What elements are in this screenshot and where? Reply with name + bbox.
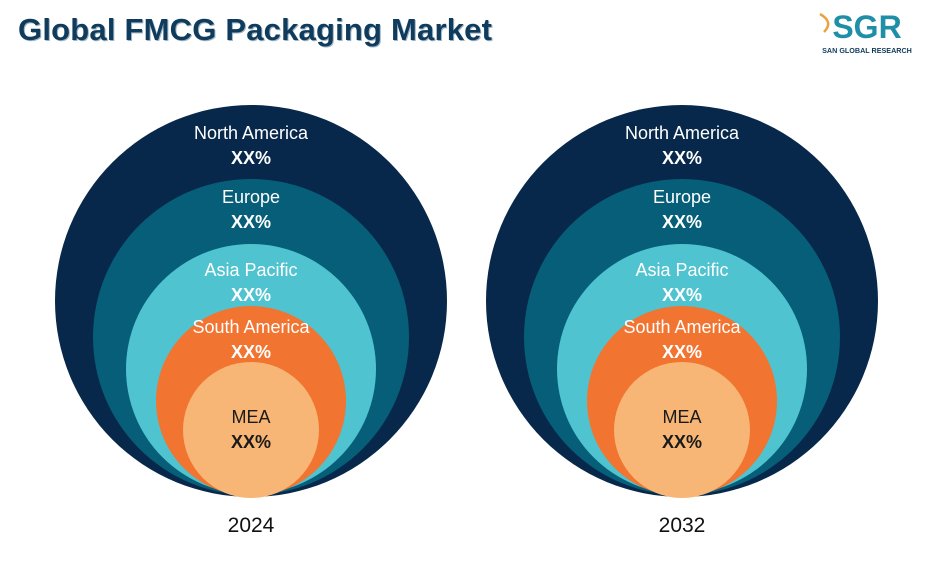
sgr-logo: SGR SAN GLOBAL RESEARCH	[819, 9, 912, 55]
region-value: XX%	[662, 342, 702, 362]
region-label: Europe	[222, 187, 280, 207]
logo-mark: SGR	[832, 9, 901, 45]
bubble-chart-2024: North America XX% Europe XX% Asia Pacific XX%…	[55, 105, 447, 537]
region-label: MEA	[662, 407, 701, 427]
region-value: XX%	[231, 285, 271, 305]
region-value: XX%	[231, 148, 271, 168]
region-value: XX%	[662, 432, 702, 452]
region-label: North America	[194, 123, 309, 143]
region-value: XX%	[231, 212, 271, 232]
region-label: MEA	[231, 407, 270, 427]
region-value: XX%	[662, 285, 702, 305]
ring-mea	[614, 362, 750, 498]
region-value: XX%	[231, 342, 271, 362]
region-label: South America	[192, 317, 310, 337]
year-label: 2032	[659, 514, 706, 537]
region-label: Asia Pacific	[635, 260, 728, 280]
region-value: XX%	[662, 212, 702, 232]
ring-mea	[183, 362, 319, 498]
region-label: North America	[625, 123, 740, 143]
logo-tagline: SAN GLOBAL RESEARCH	[822, 46, 912, 55]
region-value: XX%	[231, 432, 271, 452]
year-label: 2024	[228, 514, 275, 537]
region-label: Europe	[653, 187, 711, 207]
region-label: Asia Pacific	[204, 260, 297, 280]
region-label: South America	[623, 317, 741, 337]
bubble-chart-2032: North America XX% Europe XX% Asia Pacific XX%…	[486, 105, 878, 537]
page-title: Global FMCG Packaging Market	[18, 12, 493, 47]
region-value: XX%	[662, 148, 702, 168]
logo-swoosh-icon	[819, 12, 830, 33]
